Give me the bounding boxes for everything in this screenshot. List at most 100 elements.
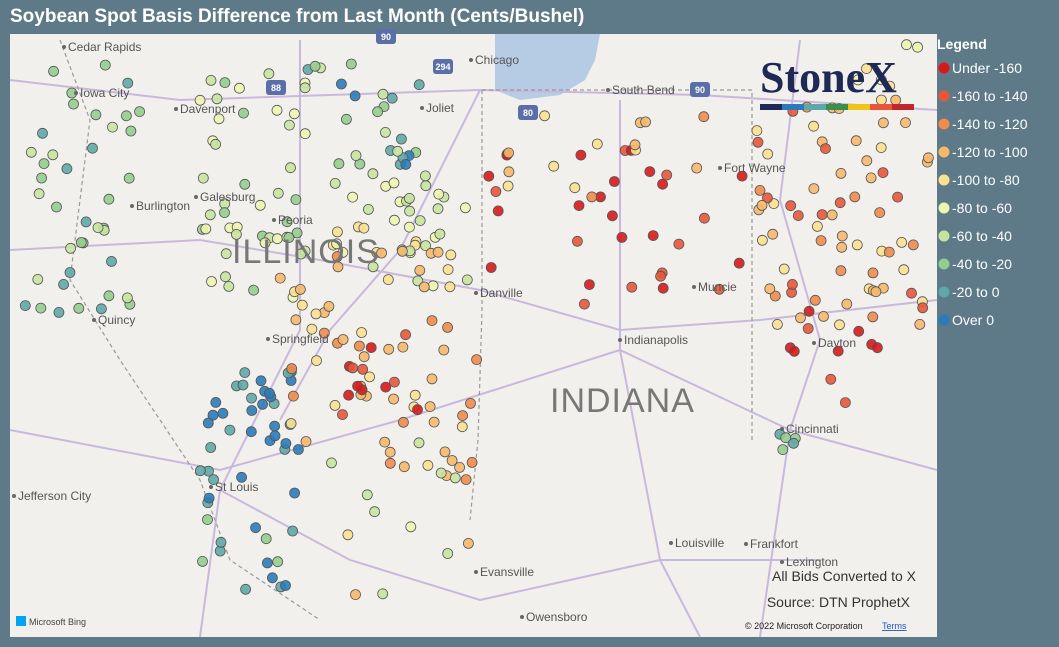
city-marker (474, 291, 478, 295)
station-dot (900, 117, 911, 128)
city-label: Davenport (180, 102, 236, 116)
station-dot (329, 399, 341, 411)
station-dot (194, 465, 206, 477)
city-label: Springfield (272, 332, 329, 346)
station-dot (125, 125, 137, 137)
station-dot (849, 191, 861, 203)
legend-swatch (938, 146, 950, 158)
station-dot (579, 298, 590, 310)
station-dot (396, 245, 408, 257)
city-marker (266, 337, 270, 341)
station-dot (647, 230, 659, 242)
station-dot (809, 294, 821, 306)
legend-label: -60 to -40 (952, 228, 1012, 244)
station-dot (342, 529, 354, 541)
station-dot (367, 261, 379, 273)
station-dot (285, 418, 297, 429)
station-dot (64, 267, 76, 278)
station-dot (872, 342, 883, 354)
station-dot (412, 404, 423, 416)
station-dot (75, 237, 87, 248)
station-dot (404, 205, 416, 217)
station-dot (272, 556, 284, 568)
note: All Bids Converted to X (772, 568, 917, 584)
station-dot (422, 459, 434, 471)
highway-number: 80 (523, 108, 533, 118)
station-dot (217, 407, 229, 419)
station-dot (96, 303, 107, 315)
station-dot (445, 249, 457, 261)
station-dot (875, 74, 887, 86)
station-dot (329, 177, 341, 189)
city-marker (469, 58, 473, 62)
city-label: Louisville (675, 536, 725, 550)
station-dot (92, 222, 104, 234)
station-dot (836, 230, 848, 242)
station-dot (754, 184, 766, 196)
station-dot (626, 281, 638, 293)
station-dot (382, 274, 394, 286)
station-dot (331, 238, 343, 250)
station-dot (292, 444, 304, 455)
station-dot (274, 272, 286, 284)
station-dot (832, 345, 844, 357)
station-dot (32, 273, 44, 285)
station-dot (233, 82, 245, 94)
city-label: Quincy (98, 313, 135, 327)
station-dot (259, 237, 271, 249)
station-dot (349, 90, 361, 102)
bing-logo (16, 616, 26, 626)
station-dot (757, 234, 768, 246)
station-dot (362, 203, 374, 215)
station-dot (208, 474, 220, 486)
station-dot (901, 39, 912, 51)
highway-number: 88 (271, 83, 281, 93)
station-dot (802, 323, 814, 334)
logo-bar (848, 104, 870, 110)
station-dot (471, 354, 483, 366)
station-dot (269, 430, 281, 442)
city-marker (718, 166, 722, 170)
station-dot (280, 580, 291, 591)
city-label: Indianapolis (624, 333, 688, 347)
station-dot (834, 197, 846, 209)
legend-swatch (938, 174, 950, 186)
highway-shield (266, 80, 286, 95)
station-dot (352, 380, 364, 392)
station-dot (400, 158, 412, 170)
legend-label: -140 to -120 (952, 116, 1028, 132)
station-dot (395, 133, 407, 145)
terms-link[interactable]: Terms (882, 621, 907, 631)
station-dot (591, 138, 603, 150)
station-dot (299, 82, 311, 94)
state-borders (59, 39, 753, 621)
station-dot (286, 363, 298, 375)
station-dot (772, 318, 783, 330)
station-dot (420, 240, 432, 252)
station-dot (644, 166, 656, 178)
station-dot (294, 283, 306, 295)
station-dot (353, 340, 365, 352)
station-dot (878, 117, 889, 129)
station-dot (502, 180, 514, 192)
station-dot (867, 311, 879, 323)
station-dot (223, 280, 235, 292)
station-dot (673, 238, 685, 250)
city-label: Cedar Rapids (68, 40, 141, 54)
station-dot (432, 203, 444, 215)
city-label: Evansville (480, 565, 534, 579)
station-dot (427, 280, 439, 292)
station-dot (211, 93, 223, 105)
station-dot (405, 521, 417, 533)
map-background (10, 34, 937, 637)
station-dot (607, 210, 618, 222)
station-dot (306, 323, 318, 335)
station-dot (289, 487, 301, 499)
city-marker (618, 338, 622, 342)
station-dot (323, 300, 335, 312)
legend-label: -80 to -60 (952, 200, 1012, 216)
station-dot (442, 548, 454, 559)
station-dot (834, 319, 845, 331)
station-dot (47, 149, 59, 161)
city-label: Danville (480, 286, 523, 300)
